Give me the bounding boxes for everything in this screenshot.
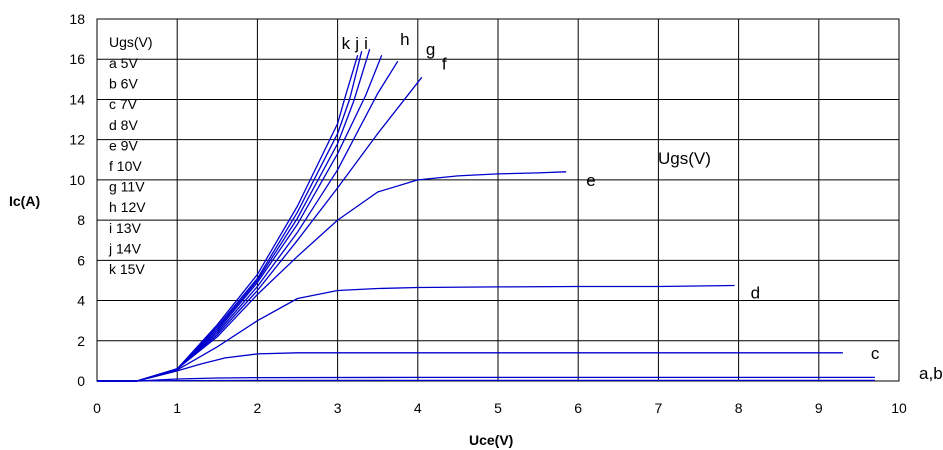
series-line-e bbox=[97, 171, 567, 382]
y-tick-label: 0 bbox=[77, 373, 85, 389]
x-tick-label: 7 bbox=[655, 400, 663, 416]
x-tick-label: 1 bbox=[173, 400, 181, 416]
x-axis-title: Uce(V) bbox=[469, 432, 513, 448]
series-line-g bbox=[97, 60, 399, 382]
x-tick-labels: 0 1 2 3 4 5 6 7 8 9 10 bbox=[93, 400, 907, 416]
x-tick-label: 0 bbox=[93, 400, 101, 416]
curve-label: d bbox=[751, 284, 760, 303]
curve-labels: k j i hgf e d c a,b bbox=[342, 30, 943, 383]
legend-title: Ugs(V) bbox=[109, 34, 153, 50]
series-line-f bbox=[97, 76, 423, 382]
y-tick-label: 14 bbox=[69, 91, 85, 107]
x-tick-label: 2 bbox=[254, 400, 262, 416]
curve-label: f bbox=[442, 54, 447, 73]
y-tick-label: 8 bbox=[77, 212, 85, 228]
series-line-a bbox=[97, 379, 875, 382]
y-tick-label: 10 bbox=[69, 172, 85, 188]
y-tick-label: 16 bbox=[69, 51, 85, 67]
curve-label: h bbox=[400, 30, 409, 49]
y-tick-labels: 0 2 4 6 8 10 12 14 16 18 bbox=[69, 11, 85, 389]
series-line-b bbox=[97, 376, 875, 382]
legend-entry: a 5V bbox=[109, 55, 138, 71]
y-tick-label: 2 bbox=[77, 333, 85, 349]
x-tick-label: 6 bbox=[574, 400, 582, 416]
series-line-k bbox=[97, 55, 359, 382]
legend-entry: d 8V bbox=[109, 117, 138, 133]
legend-entry: g 11V bbox=[109, 179, 145, 195]
legend: Ugs(V) a 5V b 6V c 7V d 8V e 9V f 10V g 11V h 1… bbox=[108, 34, 153, 277]
annotation-ugs: Ugs(V) bbox=[658, 149, 711, 168]
y-tick-label: 4 bbox=[77, 293, 85, 309]
y-axis-title: Ic(A) bbox=[9, 193, 40, 209]
curve-label: c bbox=[871, 344, 880, 363]
legend-entry: j 14V bbox=[108, 240, 142, 256]
curve-label: a,b bbox=[919, 364, 943, 383]
x-tick-label: 10 bbox=[891, 400, 907, 416]
legend-entry: f 10V bbox=[109, 158, 142, 174]
legend-entry: c 7V bbox=[109, 96, 138, 112]
series-line-d bbox=[97, 284, 735, 382]
legend-entries: a 5V b 6V c 7V d 8V e 9V f 10V g 11V h 12V i 13V… bbox=[108, 55, 146, 277]
curve-label: j bbox=[354, 34, 359, 53]
curve-label: k bbox=[342, 34, 351, 53]
x-tick-label: 9 bbox=[815, 400, 823, 416]
curve-label: i bbox=[364, 34, 368, 53]
x-tick-label: 8 bbox=[735, 400, 743, 416]
series-lines bbox=[97, 49, 875, 382]
y-tick-label: 18 bbox=[69, 11, 85, 27]
y-tick-label: 12 bbox=[69, 132, 85, 148]
curve-label: e bbox=[586, 171, 595, 190]
curve-label: g bbox=[426, 40, 435, 59]
legend-entry: k 15V bbox=[109, 261, 145, 277]
x-tick-label: 3 bbox=[334, 400, 342, 416]
x-tick-label: 5 bbox=[494, 400, 502, 416]
legend-entry: h 12V bbox=[109, 199, 146, 215]
x-tick-label: 4 bbox=[414, 400, 422, 416]
legend-entry: i 13V bbox=[109, 220, 142, 236]
legend-entry: e 9V bbox=[109, 137, 138, 153]
y-tick-label: 6 bbox=[77, 252, 85, 268]
legend-entry: b 6V bbox=[109, 76, 138, 92]
